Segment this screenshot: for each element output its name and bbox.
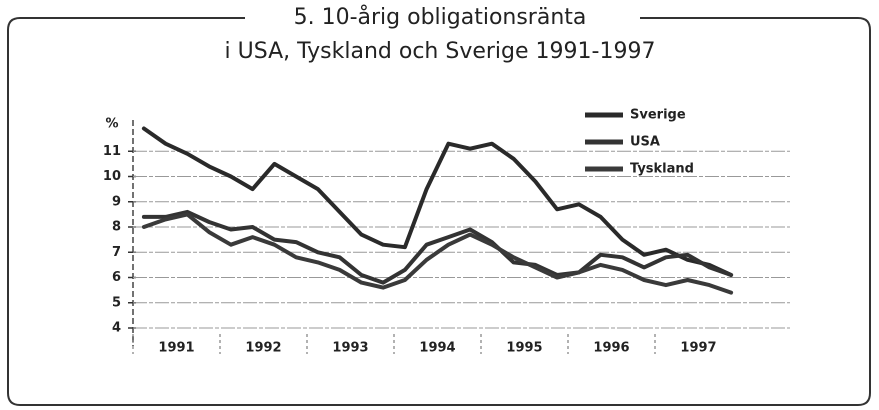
chart-subtitle: i USA, Tyskland och Sverige 1991-1997 bbox=[225, 39, 656, 64]
x-tick-label: 1992 bbox=[245, 341, 281, 356]
x-tick-label: 1995 bbox=[506, 341, 542, 356]
legend-label: Tyskland bbox=[630, 162, 694, 177]
chart-title: 5. 10-årig obligationsränta bbox=[294, 4, 587, 30]
x-tick-label: 1994 bbox=[419, 341, 455, 356]
y-axis-label: % bbox=[105, 117, 118, 132]
legend-label: Sverige bbox=[630, 108, 686, 123]
x-tick-label: 1991 bbox=[158, 341, 194, 356]
y-tick-label: 7 bbox=[112, 245, 121, 260]
y-tick-label: 11 bbox=[103, 144, 121, 159]
series-line bbox=[141, 209, 734, 285]
y-tick-label: 4 bbox=[112, 321, 121, 336]
x-tick-label: 1993 bbox=[332, 341, 368, 356]
y-tick-label: 8 bbox=[112, 220, 121, 235]
legend-label: USA bbox=[630, 135, 660, 150]
frame bbox=[7, 17, 871, 406]
y-tick-label: 9 bbox=[112, 194, 121, 209]
y-tick-label: 10 bbox=[103, 169, 121, 184]
x-tick-label: 1997 bbox=[680, 341, 716, 356]
y-tick-label: 6 bbox=[112, 270, 121, 285]
series-line bbox=[141, 126, 734, 277]
y-tick-label: 5 bbox=[112, 295, 121, 310]
x-tick-label: 1996 bbox=[593, 341, 629, 356]
series-line bbox=[141, 212, 734, 295]
